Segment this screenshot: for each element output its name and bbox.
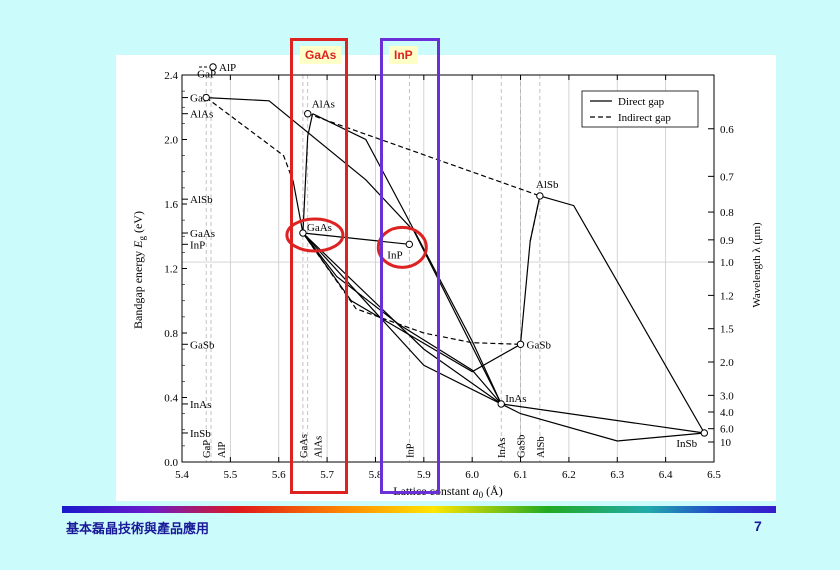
- point-label: AlP: [219, 62, 236, 74]
- compound-label-bottom: AlAs: [314, 436, 325, 458]
- wavelength-tick-label: 2.0: [720, 357, 734, 369]
- inp-circle: [376, 225, 428, 269]
- direct-gap-curve: [292, 181, 304, 234]
- wavelength-tick-label: 1.0: [720, 257, 734, 269]
- wavelength-tick-label: 0.6: [720, 124, 734, 136]
- compound-label-bottom: AlP: [217, 442, 228, 459]
- wavelength-tick-label: 1.5: [720, 324, 734, 336]
- legend-label: Direct gap: [618, 96, 665, 108]
- x-tick-label: 6.5: [707, 469, 721, 481]
- point-marker: [202, 93, 210, 102]
- point-label: GaP: [197, 69, 216, 81]
- wavelength-tick-label: 10: [720, 437, 732, 449]
- direct-gap-curve: [302, 232, 410, 245]
- compound-label-bottom: GaP: [202, 440, 213, 458]
- point-label: GaSb: [527, 339, 552, 351]
- bandgap-chart: 5.4 5.5 5.6 5.7 5.8 5.9 6.0 6.1 6.2 6.3 6.4 6.5 0.0 0…: [131, 62, 763, 500]
- compound-label-bottom: InP: [405, 443, 416, 458]
- point-marker: [304, 110, 312, 118]
- y-axis-title: Bandgap energy Eg (eV): [131, 211, 147, 329]
- gaas-circle: [285, 217, 345, 253]
- gaas-highlight-label: GaAs: [300, 46, 342, 64]
- direct-gap-curve: [519, 195, 541, 345]
- footer-rainbow-bar: [62, 506, 776, 513]
- direct-gap-curve: [302, 232, 705, 442]
- compound-label-bottom: AlSb: [536, 436, 547, 458]
- point-marker: [405, 240, 414, 249]
- compound-label-left: AlSb: [190, 194, 213, 206]
- y-tick-label: 0.8: [164, 328, 178, 340]
- inp-highlight-label: InP: [389, 46, 418, 64]
- x-tick-label: 5.5: [223, 469, 237, 481]
- y-tick-label: 1.2: [164, 264, 178, 276]
- point-label: GaAs: [307, 222, 332, 234]
- x-tick-label: 5.8: [369, 469, 383, 481]
- compound-label-left: AlAs: [190, 109, 213, 121]
- point-label: InP: [387, 249, 402, 261]
- compound-label-left: GaAs: [190, 228, 215, 240]
- y-tick-label: 1.6: [164, 199, 178, 211]
- x-tick-label: 5.7: [320, 469, 334, 481]
- compound-label-bottom: GaSb: [517, 435, 528, 458]
- x-tick-label: 5.9: [417, 469, 431, 481]
- legend-box: [581, 90, 699, 128]
- x-tick-label: 6.3: [610, 469, 624, 481]
- page-number: 7: [754, 518, 762, 534]
- point-label: InSb: [676, 438, 697, 450]
- direct-gap-curve: [206, 97, 502, 405]
- compound-label-left: InAs: [190, 399, 211, 411]
- x-tick-label: 6.4: [659, 469, 673, 481]
- y-tick-label: 2.0: [164, 135, 178, 147]
- point-marker: [700, 429, 709, 437]
- wavelength-tick-label: 0.8: [720, 207, 734, 219]
- x-tick-label: 6.1: [514, 469, 528, 481]
- x-tick-label: 6.0: [465, 469, 479, 481]
- point-marker: [536, 192, 544, 200]
- direct-gap-curve: [302, 232, 521, 373]
- direct-gap-curve: [312, 113, 502, 405]
- wavelength-tick-label: 6.0: [720, 424, 734, 436]
- point-marker: [299, 229, 307, 237]
- direct-gap-curve: [302, 232, 502, 405]
- legend-label: Indirect gap: [618, 112, 671, 124]
- wavelength-axis-label: Wavelength λ (µm): [751, 222, 763, 308]
- y-tick-label: 0.0: [164, 457, 178, 469]
- point-marker: [516, 340, 525, 348]
- footer-title: 基本磊晶技術與產品應用: [66, 522, 210, 537]
- point-label: InAs: [505, 393, 526, 405]
- direct-gap-curve: [501, 403, 705, 434]
- inp-highlight-box: [380, 38, 440, 494]
- x-tick-label: 6.2: [562, 469, 576, 481]
- compound-label-left: GaSb: [190, 339, 215, 351]
- direct-gap-curve: [302, 113, 314, 234]
- compound-label-left: InP: [190, 239, 205, 251]
- wavelength-tick-label: 4.0: [720, 407, 734, 419]
- indirect-gap-curve: [302, 232, 521, 345]
- point-marker: [497, 400, 505, 408]
- compound-label-left: InSb: [190, 428, 211, 440]
- x-tick-label: 5.4: [175, 469, 189, 481]
- wavelength-tick-label: 0.7: [720, 171, 734, 183]
- wavelength-tick-label: 3.0: [720, 390, 734, 402]
- point-label: AlAs: [312, 99, 335, 111]
- plot-frame: [181, 74, 715, 463]
- point-marker: [209, 63, 217, 71]
- gaas-highlight-box: [290, 38, 348, 494]
- y-tick-label: 0.4: [164, 393, 178, 405]
- x-tick-label: 5.6: [272, 469, 286, 481]
- point-label: AlSb: [536, 179, 559, 191]
- direct-gap-curve: [539, 195, 705, 434]
- wavelength-tick-label: 1.2: [720, 290, 734, 302]
- compound-label-bottom: InAs: [497, 438, 508, 458]
- y-tick-label: 2.4: [164, 70, 178, 82]
- compound-label-bottom: GaAs: [299, 434, 310, 458]
- wavelength-tick-label: 0.9: [720, 235, 734, 247]
- chart-panel: 5.4 5.5 5.6 5.7 5.8 5.9 6.0 6.1 6.2 6.3 6.4 6.5 0.0 0…: [116, 55, 776, 501]
